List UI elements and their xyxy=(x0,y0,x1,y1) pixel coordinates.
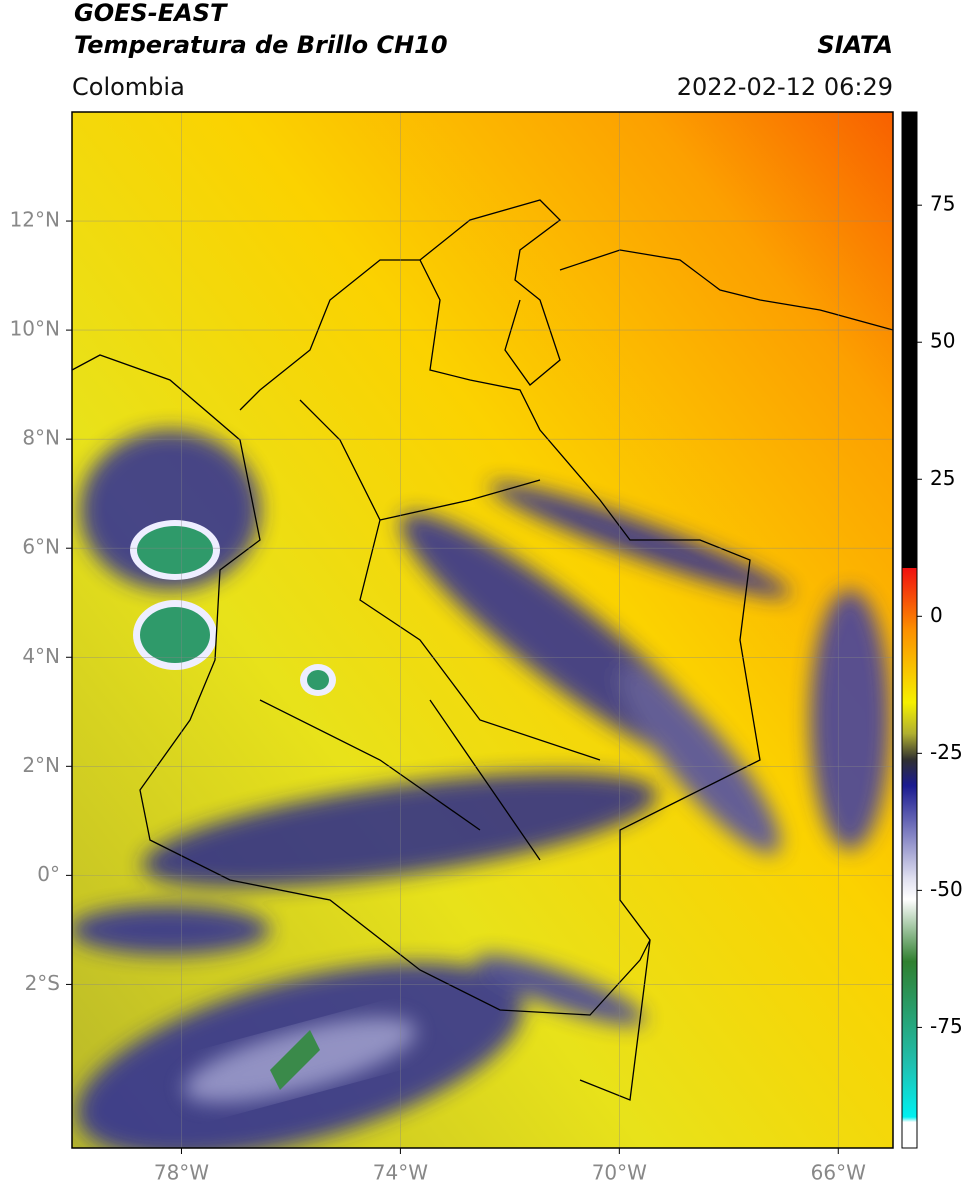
y-tick-label: 6°N xyxy=(22,535,60,559)
y-tick-label: 12°N xyxy=(10,208,60,232)
map-frame xyxy=(71,111,894,1149)
y-tick-label: 10°N xyxy=(10,317,60,341)
y-tick-label: 2°S xyxy=(25,971,60,995)
x-tick-label: 74°W xyxy=(373,1161,428,1185)
x-tick-label: 78°W xyxy=(154,1161,209,1185)
source: SIATA xyxy=(817,31,893,59)
region: Colombia xyxy=(72,73,185,101)
graticule xyxy=(72,112,893,1148)
colorbar-tick-label: 25 xyxy=(930,466,955,490)
subtitle: Temperatura de Brillo CH10 xyxy=(74,31,448,59)
x-tick-label: 70°W xyxy=(592,1161,647,1185)
y-tick-label: 0° xyxy=(37,862,60,886)
y-tick-label: 8°N xyxy=(22,426,60,450)
colorbar-tick-label: 75 xyxy=(930,192,955,216)
y-tick-label: 2°N xyxy=(22,753,60,777)
colorbar xyxy=(901,111,918,1149)
colorbar-tick-label: -50 xyxy=(930,877,963,901)
x-tick-label: 66°W xyxy=(811,1161,866,1185)
title: GOES-EAST xyxy=(74,0,228,27)
y-tick-label: 4°N xyxy=(22,644,60,668)
colorbar-tick-label: -25 xyxy=(930,740,963,764)
satellite-image xyxy=(72,112,893,1148)
colorbar-tick-label: 0 xyxy=(930,603,943,627)
colorbar-tick-label: -75 xyxy=(930,1014,963,1038)
timestamp: 2022-02-12 06:29 xyxy=(677,73,893,101)
colorbar-tick-label: 50 xyxy=(930,329,955,353)
